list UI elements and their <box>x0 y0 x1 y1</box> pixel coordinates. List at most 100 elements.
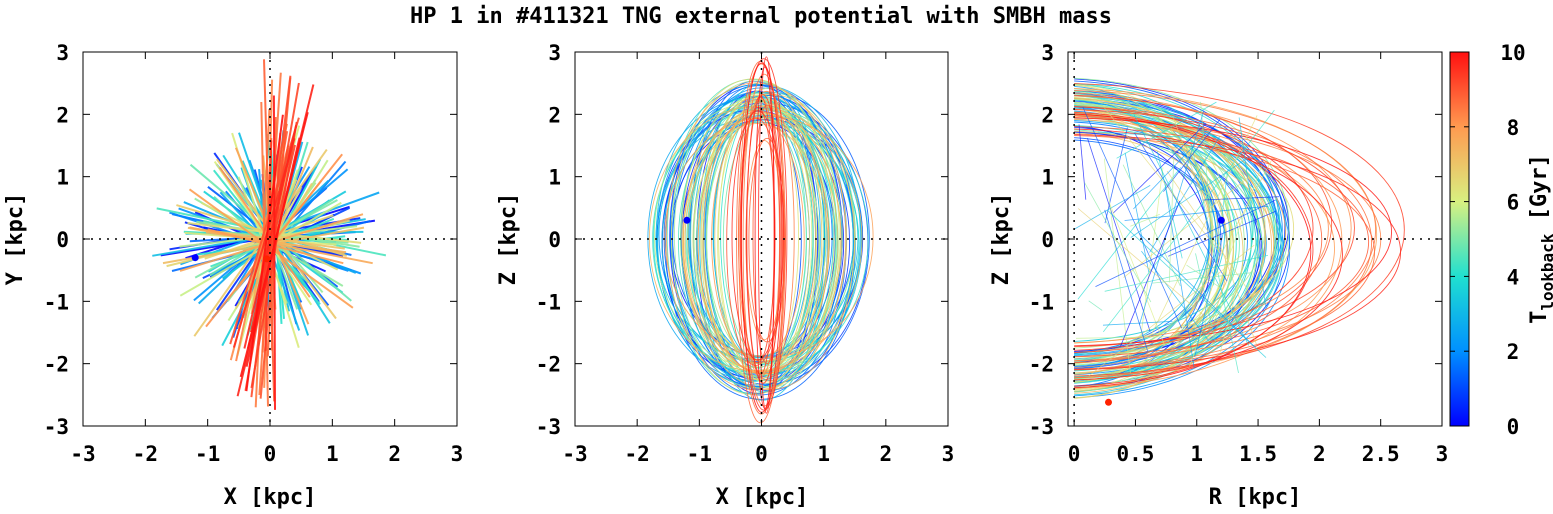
colorbar-tick-label: 2 <box>1507 340 1520 364</box>
orbit-segment <box>239 111 309 378</box>
frame-rz <box>1067 51 1443 427</box>
orbit-segment <box>1123 176 1250 278</box>
orbit-segment <box>229 117 300 345</box>
ticks-xy: -3 -2 -1 0 1 2 3 -3 -2 -1 0 1 2 3 <box>44 41 464 466</box>
ytick-label: 2 <box>56 103 69 127</box>
orbit-segment <box>1191 143 1239 373</box>
xtick-label: 2.5 <box>1362 442 1400 466</box>
ytick-label: 3 <box>548 41 561 65</box>
orbit-arc <box>1074 111 1314 387</box>
orbit-segment <box>1200 101 1214 253</box>
orbit-segment <box>1195 253 1216 343</box>
xlabel-xy: X [kpc] <box>224 485 317 510</box>
orbit-arc <box>1074 89 1376 370</box>
xtick-label: 2 <box>388 442 401 466</box>
orbit-segment <box>1189 164 1263 367</box>
orbit-segment <box>1097 131 1186 138</box>
position-marker <box>1105 398 1112 406</box>
orbit-segment <box>1104 254 1268 292</box>
orbit-arc <box>1074 128 1343 381</box>
orbit-arc <box>1074 88 1253 378</box>
colorbar-ticks: 0 2 4 6 8 10 <box>1450 41 1526 439</box>
colorbar-gradient <box>1449 51 1470 427</box>
orbit-segment <box>1133 133 1206 210</box>
xtick-label: 1 <box>817 442 830 466</box>
ticks-rz: 0 0.5 1 1.5 2 2.5 3 -3 -2 -1 0 1 2 3 <box>1029 41 1449 466</box>
orbit-segment <box>1219 265 1244 353</box>
orbit-arc <box>1074 129 1240 361</box>
orbit-arc <box>1074 83 1405 377</box>
orbit-segment <box>1168 210 1276 257</box>
colorbar-label-main: T <box>1527 311 1552 324</box>
orbit-segment <box>1077 208 1203 315</box>
orbit-loop <box>673 80 837 389</box>
orbit-loop <box>682 109 842 373</box>
xtick-label: 2 <box>880 442 893 466</box>
orbit-arc <box>1074 113 1312 389</box>
orbit-arc <box>1074 130 1275 358</box>
ytick-label: 0 <box>548 228 561 252</box>
orbit-segment <box>1122 164 1181 287</box>
colorbar-tick-label: 4 <box>1507 265 1520 289</box>
orbit-loop <box>740 58 788 411</box>
orbit-segment <box>1130 213 1160 227</box>
xtick-label: 3 <box>942 442 955 466</box>
xtick-label: -2 <box>625 442 650 466</box>
panel-xy: -3 -2 -1 0 1 2 3 -3 -2 -1 0 1 2 3 X [kpc] Y [kpc] <box>3 41 463 510</box>
frame-xy <box>82 51 458 427</box>
orbit-segment <box>1133 113 1250 346</box>
ytick-label: 0 <box>56 228 69 252</box>
ylabel-xy: Y [kpc] <box>3 193 28 286</box>
ytick-label: 3 <box>56 41 69 65</box>
colorbar-tick-label: 6 <box>1507 191 1520 215</box>
ylabel-xz: Z [kpc] <box>496 193 521 286</box>
orbit-segment <box>1106 209 1267 358</box>
colorbar-label: Tlookback [Gyr] <box>1527 154 1553 324</box>
orbit-segment <box>1130 156 1250 238</box>
position-marker <box>191 254 199 262</box>
ytick-label: 1 <box>1041 166 1054 190</box>
xtick-label: 0 <box>755 442 768 466</box>
colorbar-tick-label: 10 <box>1500 41 1525 65</box>
colorbar: 0 2 4 6 8 10 Tlookback [Gyr] <box>1449 41 1553 439</box>
colorbar-tick-label: 0 <box>1507 415 1520 439</box>
ytick-label: 1 <box>56 166 69 190</box>
orbit-loop <box>745 94 781 384</box>
orbit-arc <box>1074 95 1352 362</box>
orbit-traces-xy <box>152 59 387 410</box>
orbit-segment <box>1134 132 1228 282</box>
orbit-segment <box>1120 200 1181 347</box>
position-marker <box>263 255 271 263</box>
position-marker <box>1217 216 1225 224</box>
xtick-label: -2 <box>133 442 158 466</box>
colorbar-tick-label: 8 <box>1507 116 1520 140</box>
orbit-arc <box>1074 135 1375 370</box>
orbit-segment <box>1102 109 1275 333</box>
orbit-loop <box>754 66 775 410</box>
orbit-segment <box>1152 272 1252 284</box>
orbit-segment <box>1175 299 1270 351</box>
ytick-label: 3 <box>1041 41 1054 65</box>
panel-xz: -3 -2 -1 0 1 2 3 -3 -2 -1 0 1 2 3 X [kpc] Z [kpc] <box>496 41 954 510</box>
position-marker <box>683 216 691 224</box>
xtick-label: 2 <box>1313 442 1326 466</box>
orbit-segment <box>1149 115 1258 339</box>
orbit-segment <box>245 114 284 392</box>
frame-xz <box>574 51 949 427</box>
colorbar-label-sub: lookback <box>1538 233 1553 310</box>
orbit-loop <box>697 112 830 375</box>
orbit-segment <box>1124 205 1269 221</box>
orbit-loop <box>665 82 847 391</box>
ylabel-rz: Z [kpc] <box>989 193 1014 286</box>
ytick-label: -3 <box>536 415 561 439</box>
xtick-label: 3 <box>1436 442 1449 466</box>
orbit-arc <box>1074 114 1329 344</box>
panel-rz: 0 0.5 1 1.5 2 2.5 3 -3 -2 -1 0 1 2 3 R [kpc] Z [kpc] <box>989 41 1448 510</box>
orbit-loop <box>752 104 782 365</box>
orbit-segment <box>1104 107 1221 253</box>
orbit-segment <box>1179 172 1217 202</box>
orbit-segment <box>272 95 276 410</box>
markers-xy <box>191 254 271 263</box>
orbit-segment <box>1138 233 1256 348</box>
